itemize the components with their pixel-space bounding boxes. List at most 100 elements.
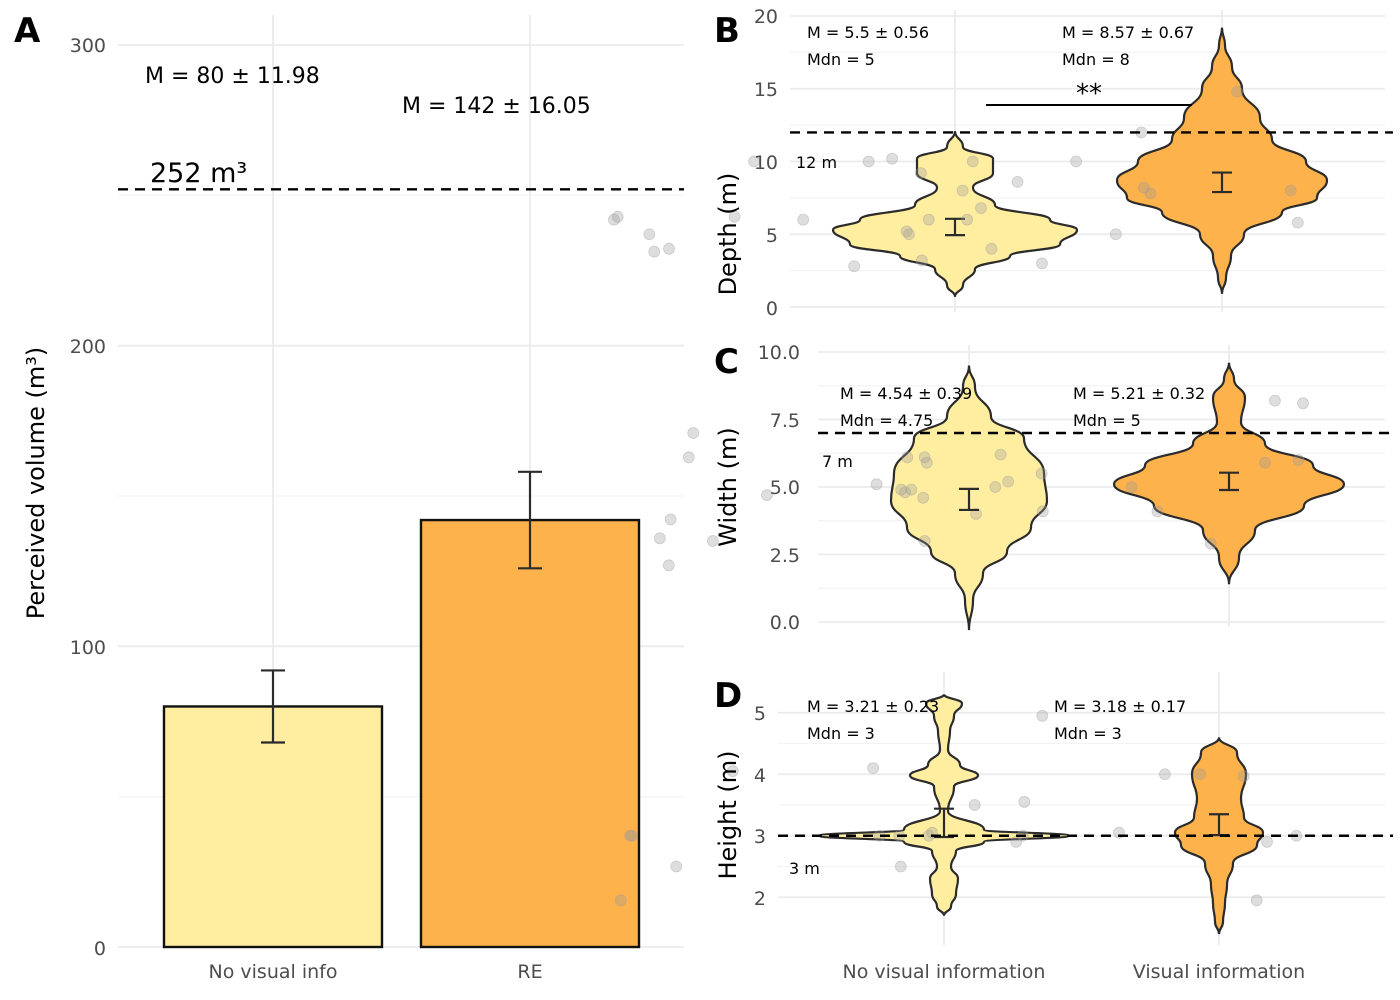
- panel-d-point-1-2: [1018, 796, 1031, 808]
- panel-d-grid: [778, 672, 1385, 945]
- panel-c-point-1-2: [1151, 505, 1164, 518]
- panel-c-point-1-10: [917, 491, 930, 504]
- panel-a: 252 m³ M = 80 ± 11.98 M = 142 ± 16.05 0 …: [14, 11, 684, 983]
- panel-d-median-visual: Mdn = 3: [1054, 724, 1122, 743]
- panel-a-marks: [162, 470, 641, 949]
- panel-b-marks: [608, 27, 1393, 297]
- panel-b-violin-0: [831, 130, 1079, 297]
- panel-b-ytick-15: 15: [754, 79, 778, 101]
- panel-b-ytick-20: 20: [754, 6, 778, 28]
- panel-b-point-1-2: [914, 167, 927, 180]
- panel-d-point-1-8: [1158, 768, 1171, 781]
- panel-c-point-0-1: [905, 483, 918, 496]
- panel-b-point-1-1: [1070, 155, 1083, 168]
- panel-c-point-0-0: [870, 478, 883, 491]
- panel-c-point-0-13: [895, 483, 908, 496]
- panel-c-median-no-visual: Mdn = 4.75: [840, 411, 933, 430]
- panel-c-letter: C: [714, 342, 739, 382]
- panel-a-ytick-300: 300: [70, 35, 106, 57]
- panel-c-point-1-3: [899, 486, 911, 499]
- panel-b-ytick-10: 10: [754, 152, 778, 174]
- panel-b-ytick-0: 0: [766, 298, 778, 320]
- panel-a-x-ticks: No visual info RE: [209, 961, 543, 983]
- panel-a-reference-label: 252 m³: [150, 158, 247, 189]
- panel-d-point-0-11: [1010, 836, 1023, 848]
- panel-c-ytick-5: 5.0: [770, 477, 800, 499]
- panel-a-y-axis-label: Perceived volume (m³): [22, 347, 50, 619]
- panel-d-reference-label: 3 m: [789, 859, 820, 878]
- panel-d-point-0-7: [1036, 709, 1049, 722]
- panel-d-point-0-0: [726, 765, 739, 778]
- panel-b-violin-1: [1115, 27, 1329, 294]
- panel-b-point-0-8: [886, 152, 899, 165]
- panel-c-y-ticks: 0.0 2.5 5.0 7.5 10.0: [758, 342, 800, 634]
- panel-b-median-no-visual: Mdn = 5: [807, 50, 875, 69]
- panel-b-point-1-13: [975, 202, 987, 214]
- panel-c-point-0-9: [662, 559, 675, 572]
- panel-d-y-ticks: 2 3 4 5: [754, 703, 766, 910]
- panel-a-xtick-re: RE: [517, 961, 542, 983]
- panel-d-point-1-0: [968, 799, 981, 811]
- panel-c-ytick-0: 0.0: [770, 612, 800, 634]
- panel-b-y-axis-label: Depth (m): [714, 173, 742, 296]
- panel-b-point-0-4: [985, 242, 998, 255]
- panel-a-ytick-100: 100: [70, 637, 106, 659]
- panel-b-reference-label: 12 m: [796, 153, 837, 172]
- panel-c-point-1-8: [918, 451, 931, 464]
- panel-d-ytick-3: 3: [754, 826, 766, 848]
- panel-d-y-axis-label: Height (m): [714, 750, 742, 879]
- panel-c-point-1-0: [1292, 454, 1305, 466]
- panel-c-point-0-6: [687, 427, 700, 439]
- panel-b-letter: B: [714, 11, 740, 51]
- panel-b-point-0-5: [1036, 257, 1048, 270]
- panel-c-ytick-10: 10.0: [758, 342, 800, 364]
- panel-b-median-visual: Mdn = 8: [1062, 50, 1130, 69]
- panel-b-point-0-13: [648, 245, 661, 258]
- panel-c-mean-visual: M = 5.21 ± 0.32: [1073, 384, 1205, 403]
- panel-b-point-1-12: [1011, 175, 1024, 188]
- panel-d-point-0-2: [624, 829, 637, 842]
- panel-c-point-1-7: [989, 481, 1002, 493]
- panel-c-point-0-8: [653, 532, 666, 545]
- panel-d-marks: [614, 693, 1393, 935]
- panel-a-ytick-0: 0: [94, 938, 106, 960]
- panel-d-ytick-4: 4: [754, 765, 766, 787]
- panel-c-point-0-12: [901, 451, 914, 464]
- panel-d-violin-0: [817, 693, 1071, 916]
- panel-d-point-1-9: [1237, 770, 1250, 782]
- panel-c-ytick-2-5: 2.5: [770, 545, 800, 567]
- panel-b-y-ticks: 0 5 10 15 20: [754, 6, 778, 320]
- panel-b-significance-stars: **: [1076, 79, 1102, 109]
- panel-d-mean-visual: M = 3.18 ± 0.17: [1054, 697, 1186, 716]
- panel-d-xtick-no-visual: No visual information: [843, 961, 1046, 983]
- panel-d-point-1-5: [1194, 768, 1206, 781]
- panel-b-point-0-12: [643, 228, 656, 241]
- panel-c-y-axis-label: Width (m): [714, 427, 742, 546]
- panel-c-median-visual: Mdn = 5: [1073, 411, 1141, 430]
- panel-b-point-0-6: [915, 254, 928, 267]
- panel-c-point-0-2: [970, 508, 982, 520]
- panel-c-point-0-10: [664, 513, 677, 526]
- panel-d-point-0-1: [614, 894, 627, 907]
- panel-d-median-no-visual: Mdn = 3: [807, 724, 875, 743]
- panel-b-point-0-10: [903, 228, 915, 241]
- panel-c-point-1-1: [1125, 481, 1138, 493]
- panel-c-point-0-5: [682, 451, 695, 464]
- panel-b-point-1-4: [1144, 187, 1157, 200]
- panel-d-ytick-2: 2: [754, 888, 766, 910]
- panel-b-point-1-3: [1284, 184, 1297, 197]
- panel-d-x-ticks: No visual information Visual information: [843, 961, 1306, 983]
- panel-b-point-1-11: [966, 155, 979, 168]
- panel-c-point-0-11: [706, 535, 719, 547]
- panel-b-point-1-14: [961, 213, 973, 226]
- panel-b-point-1-9: [1138, 181, 1150, 194]
- panel-b-point-1-8: [1109, 228, 1122, 241]
- panel-c-point-0-4: [918, 535, 931, 547]
- panel-b-point-0-9: [956, 184, 969, 197]
- panel-b-point-0-14: [728, 210, 741, 223]
- panel-d: 2 3 4 5 M = 3.21 ± 0.23 Mdn = 3 M = 3.18…: [614, 672, 1393, 983]
- panel-b-point-1-10: [862, 155, 875, 168]
- panel-a-annotation-re: M = 142 ± 16.05: [402, 94, 591, 119]
